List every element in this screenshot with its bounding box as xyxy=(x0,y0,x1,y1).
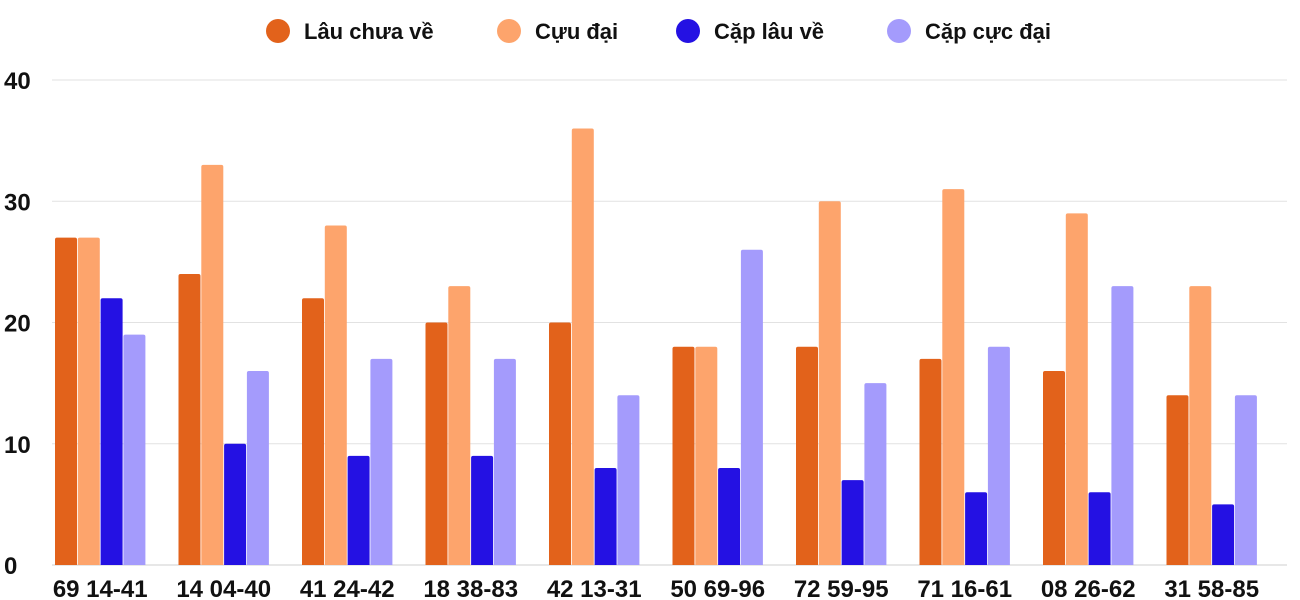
legend-label-2: Cặp lâu về xyxy=(714,19,824,44)
bar-1-0 xyxy=(178,274,201,565)
y-tick-label-2: 20 xyxy=(4,311,31,338)
bar-7-3 xyxy=(987,346,1010,565)
bar-0-1 xyxy=(77,237,100,565)
chart-bars xyxy=(55,128,1257,565)
legend-label-3: Cặp cực đại xyxy=(925,19,1051,44)
x-tick-label-3: 18 38-83 xyxy=(423,576,518,600)
bar-8-2 xyxy=(1088,492,1111,565)
x-tick-label-8: 08 26-62 xyxy=(1041,576,1136,600)
bar-1-2 xyxy=(224,443,247,565)
bar-6-0 xyxy=(796,346,818,565)
bar-4-2 xyxy=(594,468,617,565)
bar-9-1 xyxy=(1189,286,1212,565)
x-axis-ticks: 69 14-41 14 04-40 41 24-42 18 38-83 42 13-31… xyxy=(53,576,1259,600)
legend-marker-1 xyxy=(497,19,521,43)
bar-3-2 xyxy=(471,455,494,565)
bar-6-3 xyxy=(864,383,887,565)
bar-2-3 xyxy=(370,358,393,565)
y-tick-label-0: 0 xyxy=(4,553,17,580)
x-tick-label-4: 42 13-31 xyxy=(547,576,642,600)
bar-2-2 xyxy=(347,455,370,565)
bar-5-3 xyxy=(740,249,763,565)
bar-5-1 xyxy=(695,346,718,565)
bar-8-1 xyxy=(1065,213,1088,565)
bar-8-3 xyxy=(1111,286,1134,565)
bar-4-1 xyxy=(571,128,594,565)
y-tick-label-3: 30 xyxy=(4,189,31,216)
bar-6-1 xyxy=(818,201,841,565)
bar-7-0 xyxy=(919,358,942,565)
bar-8-0 xyxy=(1043,371,1065,565)
x-tick-label-7: 71 16-61 xyxy=(917,576,1012,600)
x-tick-label-2: 41 24-42 xyxy=(300,576,395,600)
legend-marker-3 xyxy=(887,19,911,43)
bar-2-0 xyxy=(302,298,324,565)
bar-9-3 xyxy=(1234,395,1257,565)
legend-label-1: Cựu đại xyxy=(535,19,618,44)
bar-3-1 xyxy=(448,286,471,565)
bar-0-0 xyxy=(55,237,77,565)
bar-7-2 xyxy=(965,492,988,565)
bar-6-2 xyxy=(841,480,864,565)
bar-4-0 xyxy=(549,322,571,565)
y-axis-ticks: 0 10 20 30 40 xyxy=(4,68,31,580)
bar-7-1 xyxy=(942,189,965,565)
legend-marker-2 xyxy=(676,19,700,43)
x-tick-label-0: 69 14-41 xyxy=(53,576,148,600)
bar-2-1 xyxy=(324,225,347,565)
bar-1-3 xyxy=(246,371,269,565)
bar-1-1 xyxy=(201,164,224,565)
bar-3-3 xyxy=(493,358,516,565)
bar-4-3 xyxy=(617,395,640,565)
legend-label-0: Lâu chưa về xyxy=(304,19,434,44)
bar-0-3 xyxy=(123,334,146,565)
y-tick-label-4: 40 xyxy=(4,68,31,95)
bar-9-2 xyxy=(1212,504,1235,565)
x-tick-label-6: 72 59-95 xyxy=(794,576,889,600)
y-tick-label-1: 10 xyxy=(4,432,31,459)
bar-3-0 xyxy=(425,322,448,565)
x-tick-label-5: 50 69-96 xyxy=(670,576,765,600)
bar-9-0 xyxy=(1166,395,1189,565)
bar-5-0 xyxy=(672,346,695,565)
x-tick-label-9: 31 58-85 xyxy=(1164,576,1259,600)
chart-legend: Lâu chưa về Cựu đại Cặp lâu về Cặp cực đại xyxy=(266,19,1051,44)
bar-5-2 xyxy=(718,468,741,565)
x-tick-label-1: 14 04-40 xyxy=(176,576,271,600)
legend-marker-0 xyxy=(266,19,290,43)
bar-0-2 xyxy=(100,298,123,565)
